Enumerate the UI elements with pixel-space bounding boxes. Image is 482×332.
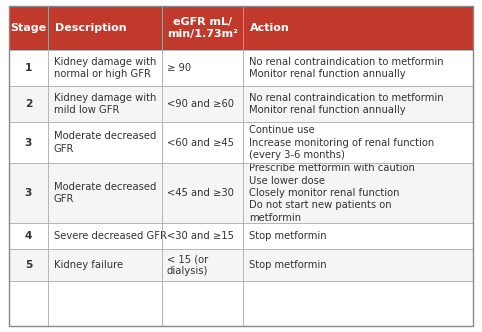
Bar	[9, 6, 473, 50]
Text: Moderate decreased
GFR: Moderate decreased GFR	[54, 182, 156, 204]
Text: eGFR mL/
min/1.73m²: eGFR mL/ min/1.73m²	[167, 17, 238, 39]
Text: Stop metformin: Stop metformin	[249, 231, 326, 241]
Text: <90 and ≥60: <90 and ≥60	[167, 99, 234, 109]
Text: 3: 3	[25, 138, 32, 148]
Text: Stop metformin: Stop metformin	[249, 260, 326, 270]
Text: 1: 1	[25, 63, 32, 73]
Text: <30 and ≥15: <30 and ≥15	[167, 231, 234, 241]
Text: < 15 (or
dialysis): < 15 (or dialysis)	[167, 254, 208, 277]
Text: 5: 5	[25, 260, 32, 270]
Text: No renal contraindication to metformin
Monitor renal function annually: No renal contraindication to metformin M…	[249, 57, 443, 79]
Text: Kidney failure: Kidney failure	[54, 260, 123, 270]
Text: Description: Description	[54, 23, 126, 33]
Text: No renal contraindication to metformin
Monitor renal function annually: No renal contraindication to metformin M…	[249, 93, 443, 115]
Text: Continue use
Increase monitoring of renal function
(every 3-6 months): Continue use Increase monitoring of rena…	[249, 125, 434, 160]
Text: 2: 2	[25, 99, 32, 109]
Bar	[9, 163, 473, 223]
Text: 4: 4	[25, 231, 32, 241]
Text: Severe decreased GFR: Severe decreased GFR	[54, 231, 167, 241]
Text: ≥ 90: ≥ 90	[167, 63, 191, 73]
Text: Action: Action	[250, 23, 290, 33]
Text: Moderate decreased
GFR: Moderate decreased GFR	[54, 131, 156, 154]
Text: 3: 3	[25, 188, 32, 198]
Text: <45 and ≥30: <45 and ≥30	[167, 188, 234, 198]
Bar	[9, 86, 473, 122]
Text: Kidney damage with
normal or high GFR: Kidney damage with normal or high GFR	[54, 57, 156, 79]
Text: <60 and ≥45: <60 and ≥45	[167, 138, 234, 148]
Bar	[9, 249, 473, 281]
Text: Prescribe metformin with caution
Use lower dose
Closely monitor renal function
D: Prescribe metformin with caution Use low…	[249, 163, 415, 223]
Text: Stage: Stage	[10, 23, 46, 33]
Text: Kidney damage with
mild low GFR: Kidney damage with mild low GFR	[54, 93, 156, 115]
